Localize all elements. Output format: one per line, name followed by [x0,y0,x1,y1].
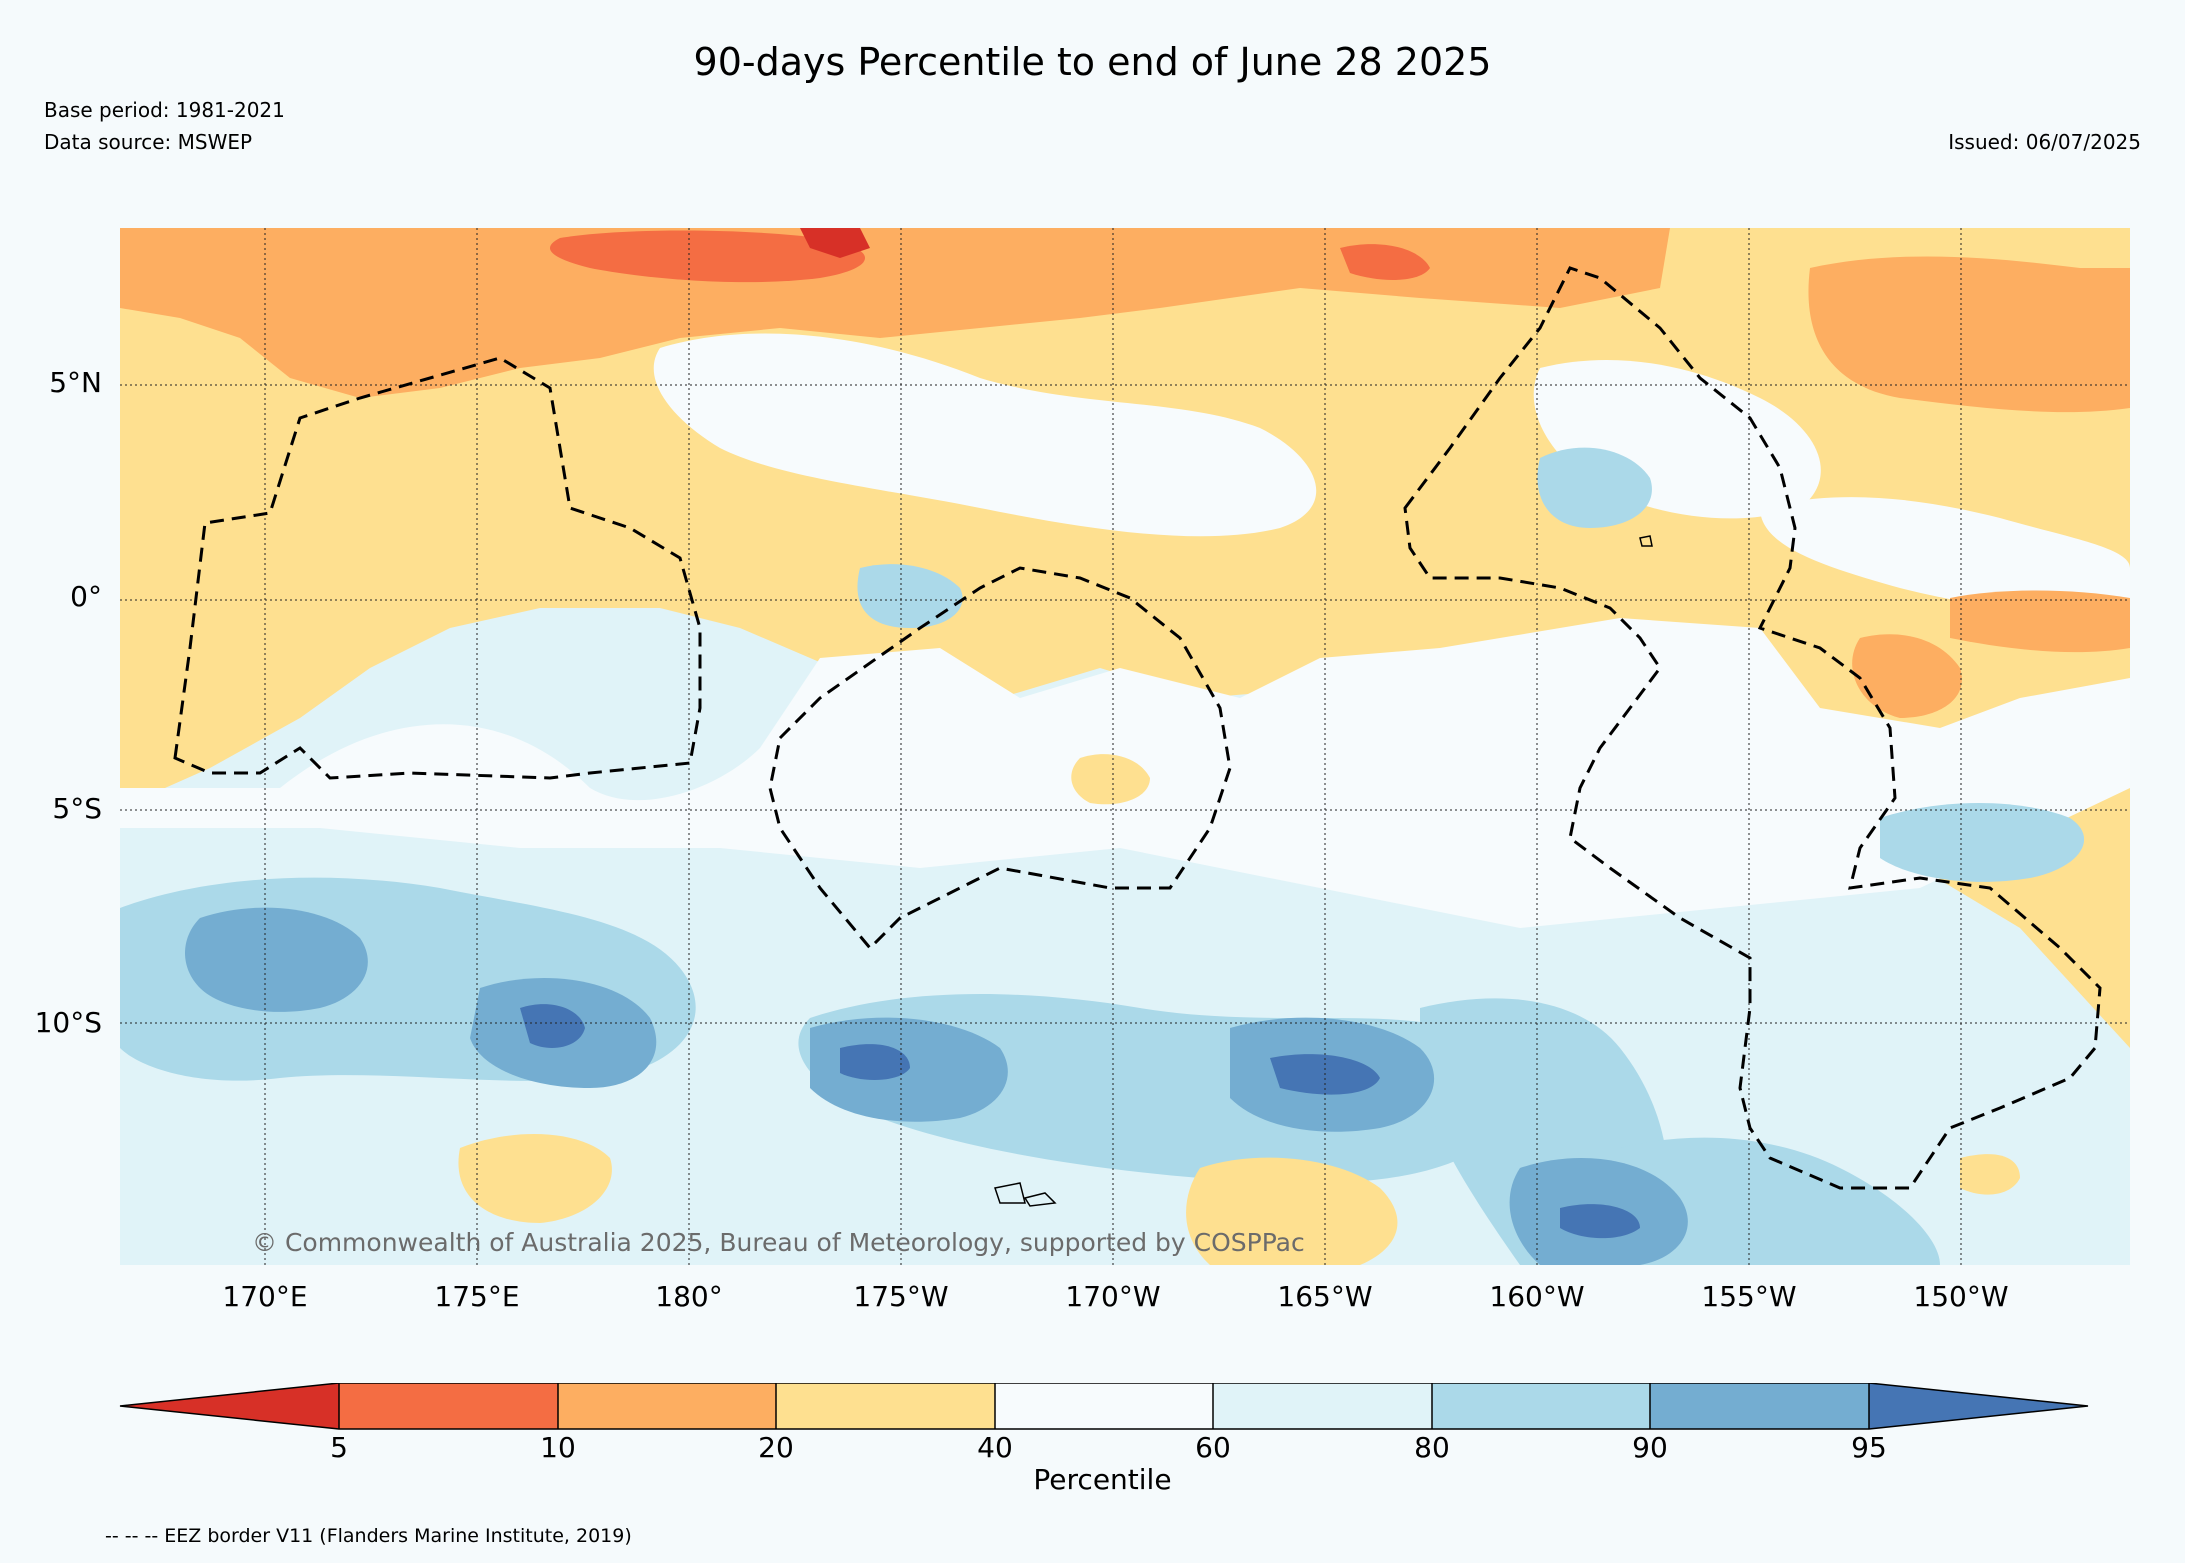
colorbar-segment-20-40 [776,1383,995,1429]
field-orange-east [1950,590,2130,653]
base-period-text: Base period: 1981-2021 [44,98,285,122]
field-yellow-south-3 [1960,1154,2020,1195]
field-darkest-blue-4 [1560,1204,1640,1239]
field-dark-blue-west [185,907,368,1012]
eez-border-central [768,566,1232,951]
lon-label-175w: 175°W [853,1280,949,1313]
page-title: 90-days Percentile to end of June 28 202… [693,40,1492,84]
graticule [120,228,2130,1265]
colorbar-tick-95: 95 [1851,1431,1887,1464]
eez-border-west [173,356,702,780]
lon-label-160w: 160°W [1489,1280,1585,1313]
percentile-map [120,228,2130,1265]
colorbar-tick-90: 90 [1632,1431,1668,1464]
colorbar-segment-80-90 [1432,1383,1650,1429]
field-blue-far-southeast [1620,1137,1940,1265]
colorbar-tick-20: 20 [758,1431,794,1464]
field-darkest-blue-2 [840,1044,910,1080]
lon-label-170e: 170°E [222,1280,308,1313]
field-blue-ne-patch [1537,447,1652,528]
eez-borders [173,266,2102,1190]
colorbar-legend: 5 10 20 40 60 80 90 95 Percentile [0,1375,2185,1505]
lon-label-165w: 165°W [1277,1280,1373,1313]
field-orange-north [120,228,1670,398]
colorbar-tick-10: 10 [540,1431,576,1464]
lon-label-170w: 170°W [1065,1280,1161,1313]
colorbar [119,1383,2089,1430]
lon-label-150w: 150°W [1913,1280,2009,1313]
lat-label-5n: 5°N [49,366,102,399]
lat-label-5s: 5°S [52,792,102,825]
islands [994,535,1653,1207]
field-yellow-south-1 [458,1134,612,1223]
field-dark-blue-south [810,1017,1008,1122]
field-blue-east-patch [1880,803,2085,882]
copyright-text: © Commonwealth of Australia 2025, Bureau… [252,1228,1305,1257]
field-white-north [653,333,1317,537]
field-darkest-blue-1 [520,1004,585,1048]
colorbar-segment-90-95 [1650,1383,1869,1429]
issued-date-text: Issued: 06/07/2025 [1948,130,2141,154]
field-red-orange-north [550,230,865,283]
colorbar-segment-60-80 [1213,1383,1432,1429]
lon-label-180: 180° [655,1280,723,1313]
colorbar-segment-below-5 [120,1383,339,1429]
field-yellow-mid [1071,754,1150,805]
lon-label-155w: 155°W [1701,1280,1797,1313]
lat-label-10s: 10°S [34,1006,102,1039]
field-white-ne2 [1760,497,2130,612]
map-canvas [120,228,2130,1265]
data-source-text: Data source: MSWEP [44,130,253,154]
field-yellow-south-2 [1186,1157,1398,1265]
field-red-north [800,228,870,258]
colorbar-tick-40: 40 [977,1431,1013,1464]
field-orange-equator [1852,634,1962,718]
field-blue-central-patch [857,564,963,628]
colorbar-tick-80: 80 [1414,1431,1450,1464]
colorbar-segment-above-95 [1869,1383,2088,1429]
lon-label-175e: 175°E [434,1280,520,1313]
field-red-orange-north2 [1340,244,1430,280]
colorbar-segment-5-10 [339,1383,558,1429]
colorbar-tick-5: 5 [330,1431,348,1464]
lat-label-0: 0° [70,580,102,613]
eez-border-east [1403,266,2102,1190]
footnote-eez: -- -- -- EEZ border V11 (Flanders Marine… [105,1525,632,1547]
colorbar-label: Percentile [1033,1463,1172,1496]
colorbar-tick-60: 60 [1195,1431,1231,1464]
field-orange-ne [1808,256,2130,413]
colorbar-segment-40-60 [995,1383,1213,1429]
colorbar-segment-10-20 [558,1383,776,1429]
